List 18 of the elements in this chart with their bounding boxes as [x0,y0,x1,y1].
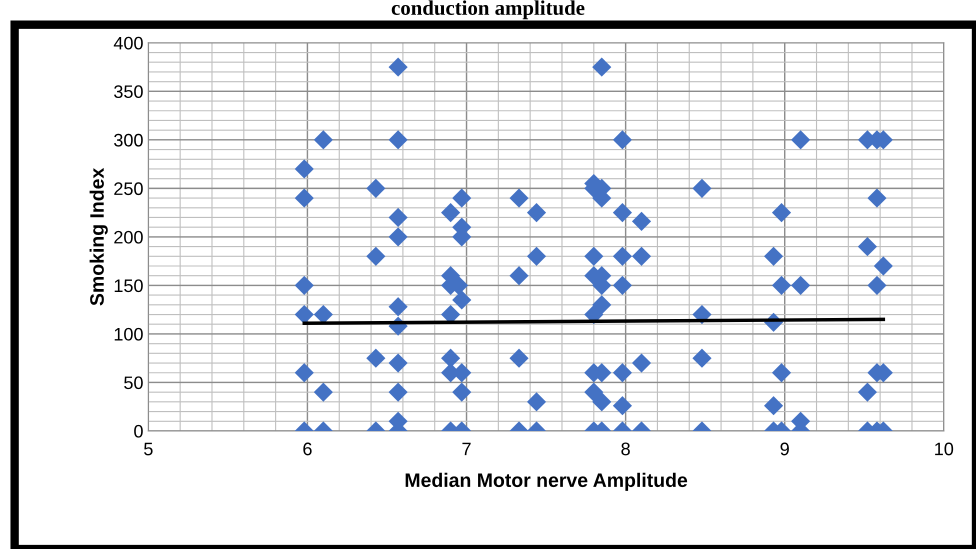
y-tick-label: 0 [134,424,143,438]
x-tick-label: 6 [303,442,312,456]
y-tick-label: 50 [124,376,143,390]
y-tick-label: 400 [114,36,143,50]
x-tick-label: 9 [780,442,789,456]
y-tick-label: 250 [114,182,143,196]
y-tick-label: 200 [114,230,143,244]
y-tick-label: 100 [114,328,143,341]
x-tick-label: 5 [144,442,153,456]
y-tick-label: 350 [114,85,143,98]
chart-title: conduction amplitude [392,0,584,20]
x-axis-title: Median Motor nerve Amplitude [406,472,688,491]
y-tick-label: 150 [114,279,143,292]
y-axis-title: Smoking Index [90,168,108,306]
y-tick-label: 300 [114,134,143,147]
x-tick-label: 8 [621,442,630,456]
x-tick-label: 7 [462,442,471,456]
x-tick-label: 10 [935,442,954,456]
